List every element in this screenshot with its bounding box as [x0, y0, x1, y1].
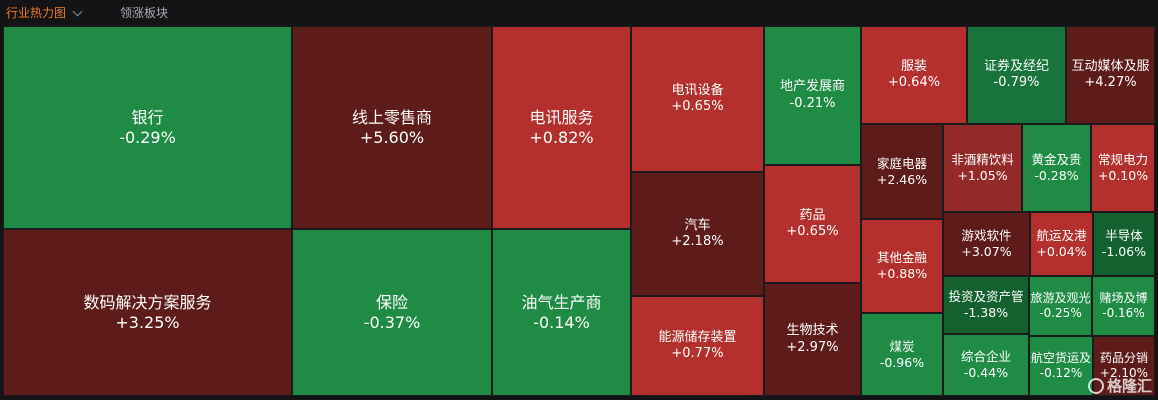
- tile-name: 药品分销: [1099, 351, 1148, 365]
- tile-change: +1.05%: [957, 168, 1008, 183]
- tile-name: 汽车: [684, 217, 711, 233]
- heatmap-tile[interactable]: 能源储存装置 +0.77%: [631, 296, 764, 396]
- tile-change: -0.96%: [879, 354, 925, 370]
- heatmap-tile[interactable]: 油气生产商 -0.14%: [492, 229, 631, 396]
- tile-name: 常规电力: [1097, 152, 1148, 168]
- tile-name: 赌场及博: [1099, 291, 1148, 305]
- tile-change: +2.97%: [786, 339, 839, 355]
- heatmap-tile[interactable]: 保险 -0.37%: [292, 229, 492, 396]
- tile-change: +0.82%: [529, 127, 594, 147]
- heatmap-tile[interactable]: 证券及经纪 -0.79%: [967, 26, 1066, 124]
- heatmap-tile[interactable]: 互动媒体及服 +4.27%: [1066, 26, 1155, 124]
- heatmap-tile[interactable]: 非酒精饮料 +1.05%: [943, 124, 1022, 212]
- heatmap-tile[interactable]: 药品 +0.65%: [764, 165, 861, 283]
- tile-change: +0.77%: [671, 346, 724, 361]
- tile-change: -1.06%: [1101, 244, 1147, 259]
- heatmap-tile[interactable]: 航空货运及 -0.12%: [1029, 336, 1093, 396]
- tile-change: -0.14%: [533, 312, 590, 332]
- heatmap-tile[interactable]: 地产发展商 -0.21%: [764, 26, 861, 165]
- tile-change: +2.10%: [1099, 366, 1149, 380]
- heatmap-tile[interactable]: 电讯设备 +0.65%: [631, 26, 764, 172]
- heatmap-tile[interactable]: 半导体 -1.06%: [1093, 212, 1155, 276]
- heatmap-tile[interactable]: 数码解决方案服务 +3.25%: [3, 229, 292, 396]
- tile-name: 数码解决方案服务: [83, 292, 212, 312]
- heatmap-tile[interactable]: 黄金及贵 -0.28%: [1022, 124, 1091, 212]
- tile-change: -0.37%: [363, 312, 421, 332]
- heatmap-tile[interactable]: 家庭电器 +2.46%: [861, 124, 943, 219]
- heatmap-tile[interactable]: 汽车 +2.18%: [631, 172, 764, 296]
- heatmap-tile[interactable]: 药品分销 +2.10%: [1093, 336, 1155, 396]
- tile-name: 投资及资产管: [948, 289, 1024, 305]
- heatmap-tile[interactable]: 煤炭 -0.96%: [861, 313, 943, 396]
- tile-name: 生物技术: [786, 323, 839, 339]
- tile-name: 煤炭: [889, 338, 915, 354]
- tile-name: 互动媒体及服: [1071, 58, 1150, 74]
- tile-change: +0.64%: [887, 75, 941, 90]
- tile-change: +0.10%: [1097, 168, 1149, 183]
- tile-change: -0.16%: [1102, 306, 1145, 320]
- tile-change: -1.38%: [963, 305, 1009, 320]
- tile-name: 药品: [799, 207, 826, 223]
- heatmap-tile[interactable]: 游戏软件 +3.07%: [943, 212, 1030, 276]
- tab-industry-heatmap[interactable]: 行业热力图: [6, 5, 83, 21]
- heatmap-tile[interactable]: 其他金融 +0.88%: [861, 219, 943, 313]
- tile-name: 线上零售商: [351, 107, 432, 127]
- tile-name: 电讯设备: [671, 82, 724, 98]
- heatmap-tile[interactable]: 线上零售商 +5.60%: [292, 26, 492, 229]
- tile-name: 黄金及贵: [1031, 152, 1082, 168]
- tile-change: +3.07%: [961, 244, 1012, 259]
- top-tab-bar: 行业热力图 领涨板块: [0, 0, 1158, 26]
- tile-change: -0.25%: [1039, 306, 1082, 320]
- tile-change: -0.28%: [1034, 168, 1079, 183]
- tile-change: -0.21%: [789, 95, 836, 111]
- tile-name: 服装: [900, 58, 927, 74]
- tile-change: -0.12%: [1039, 366, 1083, 380]
- heatmap-tile[interactable]: 赌场及博 -0.16%: [1092, 276, 1155, 336]
- tile-name: 证券及经纪: [983, 58, 1049, 74]
- tile-name: 地产发展商: [779, 79, 845, 95]
- tile-name: 旅游及观光: [1030, 291, 1091, 305]
- tile-change: +0.04%: [1036, 244, 1087, 259]
- tile-name: 综合企业: [960, 349, 1011, 365]
- tile-change: +0.65%: [786, 224, 839, 239]
- heatmap-tile[interactable]: 航运及港 +0.04%: [1030, 212, 1093, 276]
- tile-change: +3.25%: [115, 312, 180, 332]
- tile-change: +5.60%: [359, 127, 425, 147]
- tab-leading-sectors[interactable]: 领涨板块: [120, 6, 169, 20]
- tile-name: 电讯服务: [529, 107, 594, 127]
- tile-name: 油气生产商: [521, 292, 602, 312]
- tile-change: -0.44%: [963, 365, 1009, 380]
- tile-change: +0.88%: [876, 266, 928, 281]
- tile-name: 航运及港: [1036, 228, 1087, 244]
- tile-name: 银行: [131, 107, 164, 127]
- heatmap-tile[interactable]: 服装 +0.64%: [861, 26, 967, 124]
- tile-name: 游戏软件: [961, 228, 1012, 244]
- heatmap-tile[interactable]: 综合企业 -0.44%: [943, 334, 1029, 396]
- tile-change: -0.29%: [119, 127, 176, 147]
- heatmap-tile[interactable]: 旅游及观光 -0.25%: [1029, 276, 1092, 336]
- heatmap-tile[interactable]: 常规电力 +0.10%: [1091, 124, 1155, 212]
- tile-change: +4.27%: [1084, 75, 1137, 90]
- tile-change: +2.46%: [876, 171, 928, 187]
- tile-name: 航空货运及: [1030, 351, 1091, 365]
- tile-name: 能源储存装置: [658, 329, 737, 345]
- heatmap-tile[interactable]: 投资及资产管 -1.38%: [943, 276, 1029, 334]
- heatmap-tile[interactable]: 银行 -0.29%: [3, 26, 292, 229]
- tile-name: 其他金融: [876, 250, 927, 266]
- tile-name: 家庭电器: [876, 155, 927, 171]
- tile-change: +0.65%: [671, 99, 724, 114]
- tile-name: 非酒精饮料: [951, 152, 1014, 168]
- tile-change: -0.79%: [993, 75, 1040, 90]
- heatmap-tile[interactable]: 电讯服务 +0.82%: [492, 26, 631, 229]
- tile-name: 半导体: [1105, 228, 1143, 244]
- tile-change: +2.18%: [671, 234, 724, 249]
- chevron-down-icon[interactable]: [72, 6, 83, 16]
- tile-name: 保险: [375, 292, 408, 312]
- industry-heatmap: 银行 -0.29% 数码解决方案服务 +3.25% 线上零售商 +5.60% 保…: [3, 26, 1155, 396]
- tab-industry-heatmap-label: 行业热力图: [6, 6, 67, 20]
- heatmap-tile[interactable]: 生物技术 +2.97%: [764, 283, 861, 396]
